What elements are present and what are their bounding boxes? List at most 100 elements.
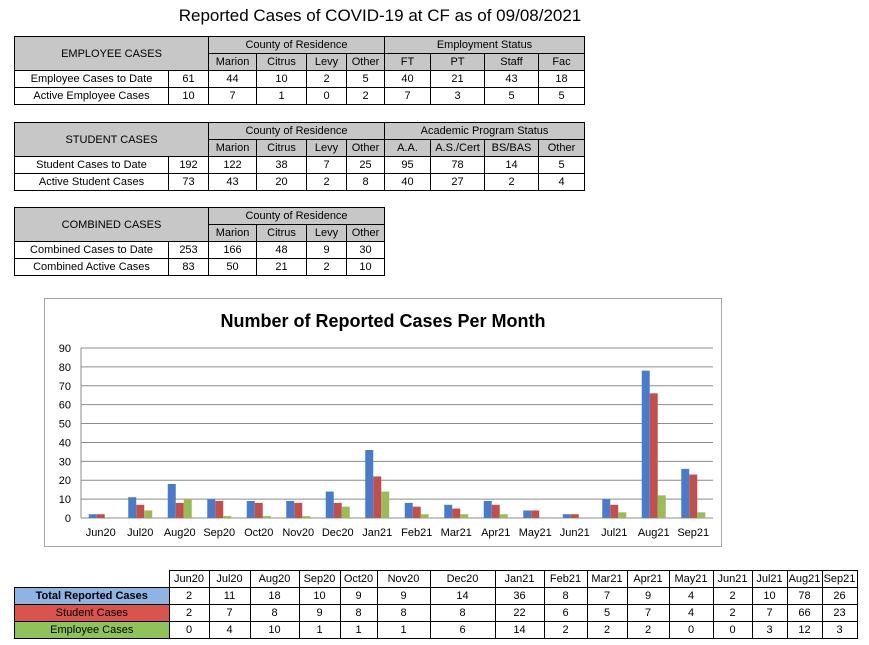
- table-cell: 5: [538, 156, 585, 174]
- y-tick-label: 50: [59, 419, 71, 431]
- table-cell: 8: [376, 604, 431, 622]
- table-cell: 6: [543, 604, 588, 622]
- table-cell: 5: [538, 87, 585, 105]
- x-tick-label: Mar21: [441, 527, 472, 539]
- table-cell: 18: [249, 587, 300, 605]
- bar: [523, 510, 532, 518]
- table-cell: 0: [306, 87, 347, 105]
- x-tick-label: Oct20: [244, 527, 273, 539]
- month-header: Sep21: [821, 570, 858, 588]
- bar: [96, 514, 105, 518]
- table-cell: 9: [306, 241, 347, 259]
- bar: [294, 502, 303, 518]
- table-cell: 10: [751, 587, 788, 605]
- col-header: Marion: [208, 53, 257, 71]
- table-cell: 2: [712, 604, 753, 622]
- table-row: Employee Cases 0 4 10 1 1 1 6 14 2 2 2 0 0 3 12 3: [14, 621, 858, 639]
- table-cell: 166: [208, 241, 257, 259]
- table-cell: 50: [208, 258, 257, 276]
- x-tick-label: Jun20: [86, 527, 116, 539]
- table-cell: 25: [346, 156, 385, 174]
- table-cell: 7: [208, 87, 257, 105]
- table-cell: 78: [786, 587, 823, 605]
- y-tick-label: 80: [59, 362, 71, 374]
- table-cell: 20: [256, 173, 307, 191]
- table-cell: 43: [208, 173, 257, 191]
- x-tick-label: Jun21: [560, 527, 590, 539]
- bar: [325, 491, 334, 518]
- bar: [167, 484, 176, 518]
- table-cell: 4: [668, 604, 714, 622]
- bar: [183, 499, 192, 518]
- table-cell: 6: [429, 621, 496, 639]
- row-label: Combined Active Cases: [14, 258, 169, 276]
- y-tick-label: 70: [59, 381, 71, 393]
- table-cell: 9: [626, 587, 670, 605]
- month-header: May21: [668, 570, 714, 588]
- bar: [223, 516, 232, 518]
- table-cell: 21: [256, 258, 307, 276]
- table-cell: 14: [484, 156, 539, 174]
- table-cell: 4: [668, 587, 714, 605]
- y-tick-label: 0: [65, 513, 71, 525]
- bar: [254, 502, 263, 518]
- bar: [452, 508, 461, 518]
- col-header: FT: [384, 53, 431, 71]
- bar: [262, 516, 271, 518]
- table-cell: 8: [346, 173, 385, 191]
- table-cell: 7: [208, 604, 251, 622]
- table-cell: 3: [751, 621, 788, 639]
- student-cases-header: STUDENT CASES: [14, 122, 209, 157]
- row-total: 192: [168, 156, 209, 174]
- table-cell: 2: [168, 604, 210, 622]
- x-tick-label: Jan21: [362, 527, 392, 539]
- y-tick-label: 40: [59, 437, 71, 449]
- row-label: Employee Cases to Date: [14, 70, 169, 88]
- table-cell: 7: [306, 156, 347, 174]
- table-cell: 2: [626, 621, 670, 639]
- bar: [641, 370, 650, 518]
- bar: [570, 514, 579, 518]
- table-cell: 7: [586, 587, 628, 605]
- col-header: Levy: [306, 53, 347, 71]
- table-cell: 1: [376, 621, 431, 639]
- bar: [144, 510, 153, 518]
- bar: [128, 497, 137, 518]
- month-header: Mar21: [586, 570, 628, 588]
- table-cell: 3: [821, 621, 858, 639]
- table-cell: 40: [384, 173, 431, 191]
- table-cell: 21: [430, 70, 485, 88]
- table-row: Combined Cases to Date 253 166 48 9 30: [14, 241, 385, 259]
- combined-cases-table: COMBINED CASES County of Residence Mario…: [14, 207, 385, 276]
- month-header: Oct20: [339, 570, 378, 588]
- table-cell: 8: [543, 587, 588, 605]
- table-cell: 36: [494, 587, 545, 605]
- table-cell: 48: [256, 241, 307, 259]
- table-cell: 1: [256, 87, 307, 105]
- table-row: Student Cases 2 7 8 9 8 8 8 22 6 5 7 4 2 7 66 23: [14, 604, 858, 622]
- bar: [681, 468, 690, 518]
- table-cell: 14: [429, 587, 496, 605]
- bar: [657, 495, 666, 518]
- table-cell: 10: [298, 587, 341, 605]
- table-header-row: Jun20 Jul20 Aug20 Sep20 Oct20 Nov20 Dec20 Jan21…: [15, 570, 858, 588]
- bar: [610, 504, 619, 518]
- row-total: 253: [168, 241, 209, 259]
- table-cell: 27: [430, 173, 485, 191]
- chart-title: Number of Reported Cases Per Month: [220, 311, 546, 331]
- bar: [618, 512, 627, 518]
- bar: [697, 512, 706, 518]
- col-header: Staff: [484, 53, 539, 71]
- table-cell: 4: [538, 173, 585, 191]
- student-cases-table: STUDENT CASES County of Residence Academ…: [14, 122, 585, 191]
- x-tick-label: Aug20: [164, 527, 196, 539]
- table-cell: 1: [339, 621, 378, 639]
- table-cell: 2: [306, 173, 347, 191]
- table-cell: 9: [376, 587, 431, 605]
- table-cell: 22: [494, 604, 545, 622]
- table-cell: 2: [306, 258, 347, 276]
- table-cell: 5: [484, 87, 539, 105]
- table-cell: 23: [821, 604, 858, 622]
- x-tick-label: Aug21: [638, 527, 670, 539]
- bar: [491, 504, 500, 518]
